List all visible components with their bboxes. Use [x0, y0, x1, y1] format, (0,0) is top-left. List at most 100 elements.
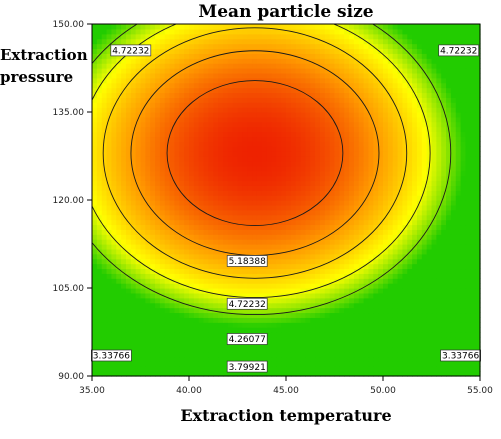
- heatmap-cell: [130, 126, 137, 133]
- heatmap-cell: [213, 185, 219, 191]
- heatmap-cell: [387, 268, 394, 274]
- heatmap-cell: [145, 327, 151, 333]
- heatmap-cell: [222, 107, 229, 113]
- heatmap-cell: [310, 107, 316, 113]
- heatmap-cell: [290, 214, 297, 221]
- heatmap-cell: [315, 371, 321, 377]
- heatmap-cell: [130, 185, 137, 191]
- heatmap-cell: [373, 307, 379, 314]
- heatmap-cell: [426, 97, 433, 103]
- heatmap-cell: [242, 107, 248, 113]
- heatmap-cell: [421, 341, 428, 348]
- heatmap-cell: [290, 336, 297, 343]
- heatmap-cell: [116, 200, 122, 206]
- heatmap-cell: [407, 253, 413, 260]
- heatmap-cell: [392, 151, 399, 157]
- heatmap-cell: [111, 248, 117, 255]
- heatmap-cell: [92, 258, 98, 265]
- heatmap-cell: [252, 273, 258, 279]
- heatmap-cell: [169, 288, 176, 294]
- heatmap-cell: [315, 204, 321, 211]
- heatmap-cell: [106, 283, 112, 289]
- heatmap-cell: [150, 214, 156, 221]
- heatmap-cell: [349, 224, 355, 230]
- heatmap-cell: [416, 214, 423, 221]
- heatmap-cell: [106, 253, 112, 260]
- heatmap-cell: [92, 200, 98, 206]
- heatmap-cell: [455, 126, 462, 133]
- heatmap-cell: [96, 209, 103, 216]
- heatmap-cell: [431, 175, 437, 182]
- heatmap-cell: [470, 151, 476, 157]
- heatmap-cell: [465, 219, 471, 226]
- heatmap-cell: [271, 327, 277, 333]
- heatmap-cell: [349, 239, 355, 245]
- heatmap-cell: [135, 87, 142, 94]
- heatmap-cell: [334, 244, 340, 250]
- heatmap-cell: [266, 253, 273, 260]
- heatmap-cell: [319, 121, 326, 128]
- heatmap-cell: [266, 77, 273, 84]
- heatmap-cell: [159, 72, 166, 79]
- heatmap-cell: [421, 72, 428, 79]
- heatmap-cell: [266, 126, 273, 133]
- heatmap-cell: [392, 160, 399, 167]
- heatmap-cell: [130, 219, 137, 226]
- heatmap-cell: [232, 141, 239, 147]
- heatmap-cell: [101, 77, 108, 84]
- heatmap-cell: [242, 268, 248, 274]
- heatmap-cell: [145, 356, 151, 362]
- heatmap-cell: [203, 141, 209, 147]
- heatmap-cell: [286, 288, 292, 294]
- heatmap-cell: [184, 68, 190, 74]
- heatmap-cell: [455, 263, 462, 270]
- heatmap-cell: [227, 224, 234, 230]
- heatmap-cell: [237, 371, 243, 377]
- heatmap-cell: [198, 219, 205, 226]
- heatmap-cell: [319, 175, 326, 182]
- heatmap-cell: [145, 97, 151, 103]
- heatmap-cell: [334, 219, 340, 226]
- heatmap-cell: [184, 165, 190, 172]
- heatmap-cell: [450, 195, 457, 201]
- heatmap-cell: [446, 312, 452, 318]
- heatmap-cell: [475, 341, 481, 348]
- heatmap-cell: [261, 72, 268, 79]
- heatmap-cell: [266, 107, 273, 113]
- heatmap-cell: [135, 165, 142, 172]
- heatmap-cell: [310, 92, 316, 98]
- heatmap-cell: [125, 200, 132, 206]
- heatmap-cell: [319, 244, 326, 250]
- heatmap-cell: [460, 107, 467, 113]
- heatmap-cell: [121, 195, 127, 201]
- heatmap-cell: [368, 219, 374, 226]
- heatmap-cell: [169, 190, 176, 196]
- heatmap-cell: [353, 185, 360, 191]
- heatmap-cell: [392, 121, 399, 128]
- heatmap-cell: [101, 292, 108, 299]
- heatmap-cell: [319, 180, 326, 186]
- heatmap-cell: [130, 332, 137, 338]
- heatmap-cell: [92, 288, 98, 294]
- heatmap-cell: [315, 278, 321, 284]
- heatmap-cell: [276, 244, 282, 250]
- heatmap-cell: [232, 146, 239, 152]
- heatmap-cell: [310, 102, 316, 108]
- heatmap-cell: [155, 146, 161, 152]
- heatmap-cell: [387, 351, 394, 358]
- heatmap-cell: [416, 175, 423, 182]
- heatmap-cell: [155, 341, 161, 348]
- heatmap-cell: [402, 234, 408, 240]
- heatmap-cell: [198, 346, 205, 353]
- heatmap-cell: [276, 288, 282, 294]
- heatmap-cell: [402, 141, 408, 147]
- heatmap-cell: [193, 92, 200, 98]
- heatmap-cell: [203, 180, 209, 186]
- heatmap-cell: [227, 87, 234, 94]
- heatmap-cell: [276, 136, 282, 142]
- heatmap-cell: [455, 165, 462, 172]
- heatmap-cell: [339, 244, 345, 250]
- heatmap-cell: [407, 165, 413, 172]
- heatmap-cell: [101, 87, 108, 94]
- heatmap-cell: [184, 239, 190, 245]
